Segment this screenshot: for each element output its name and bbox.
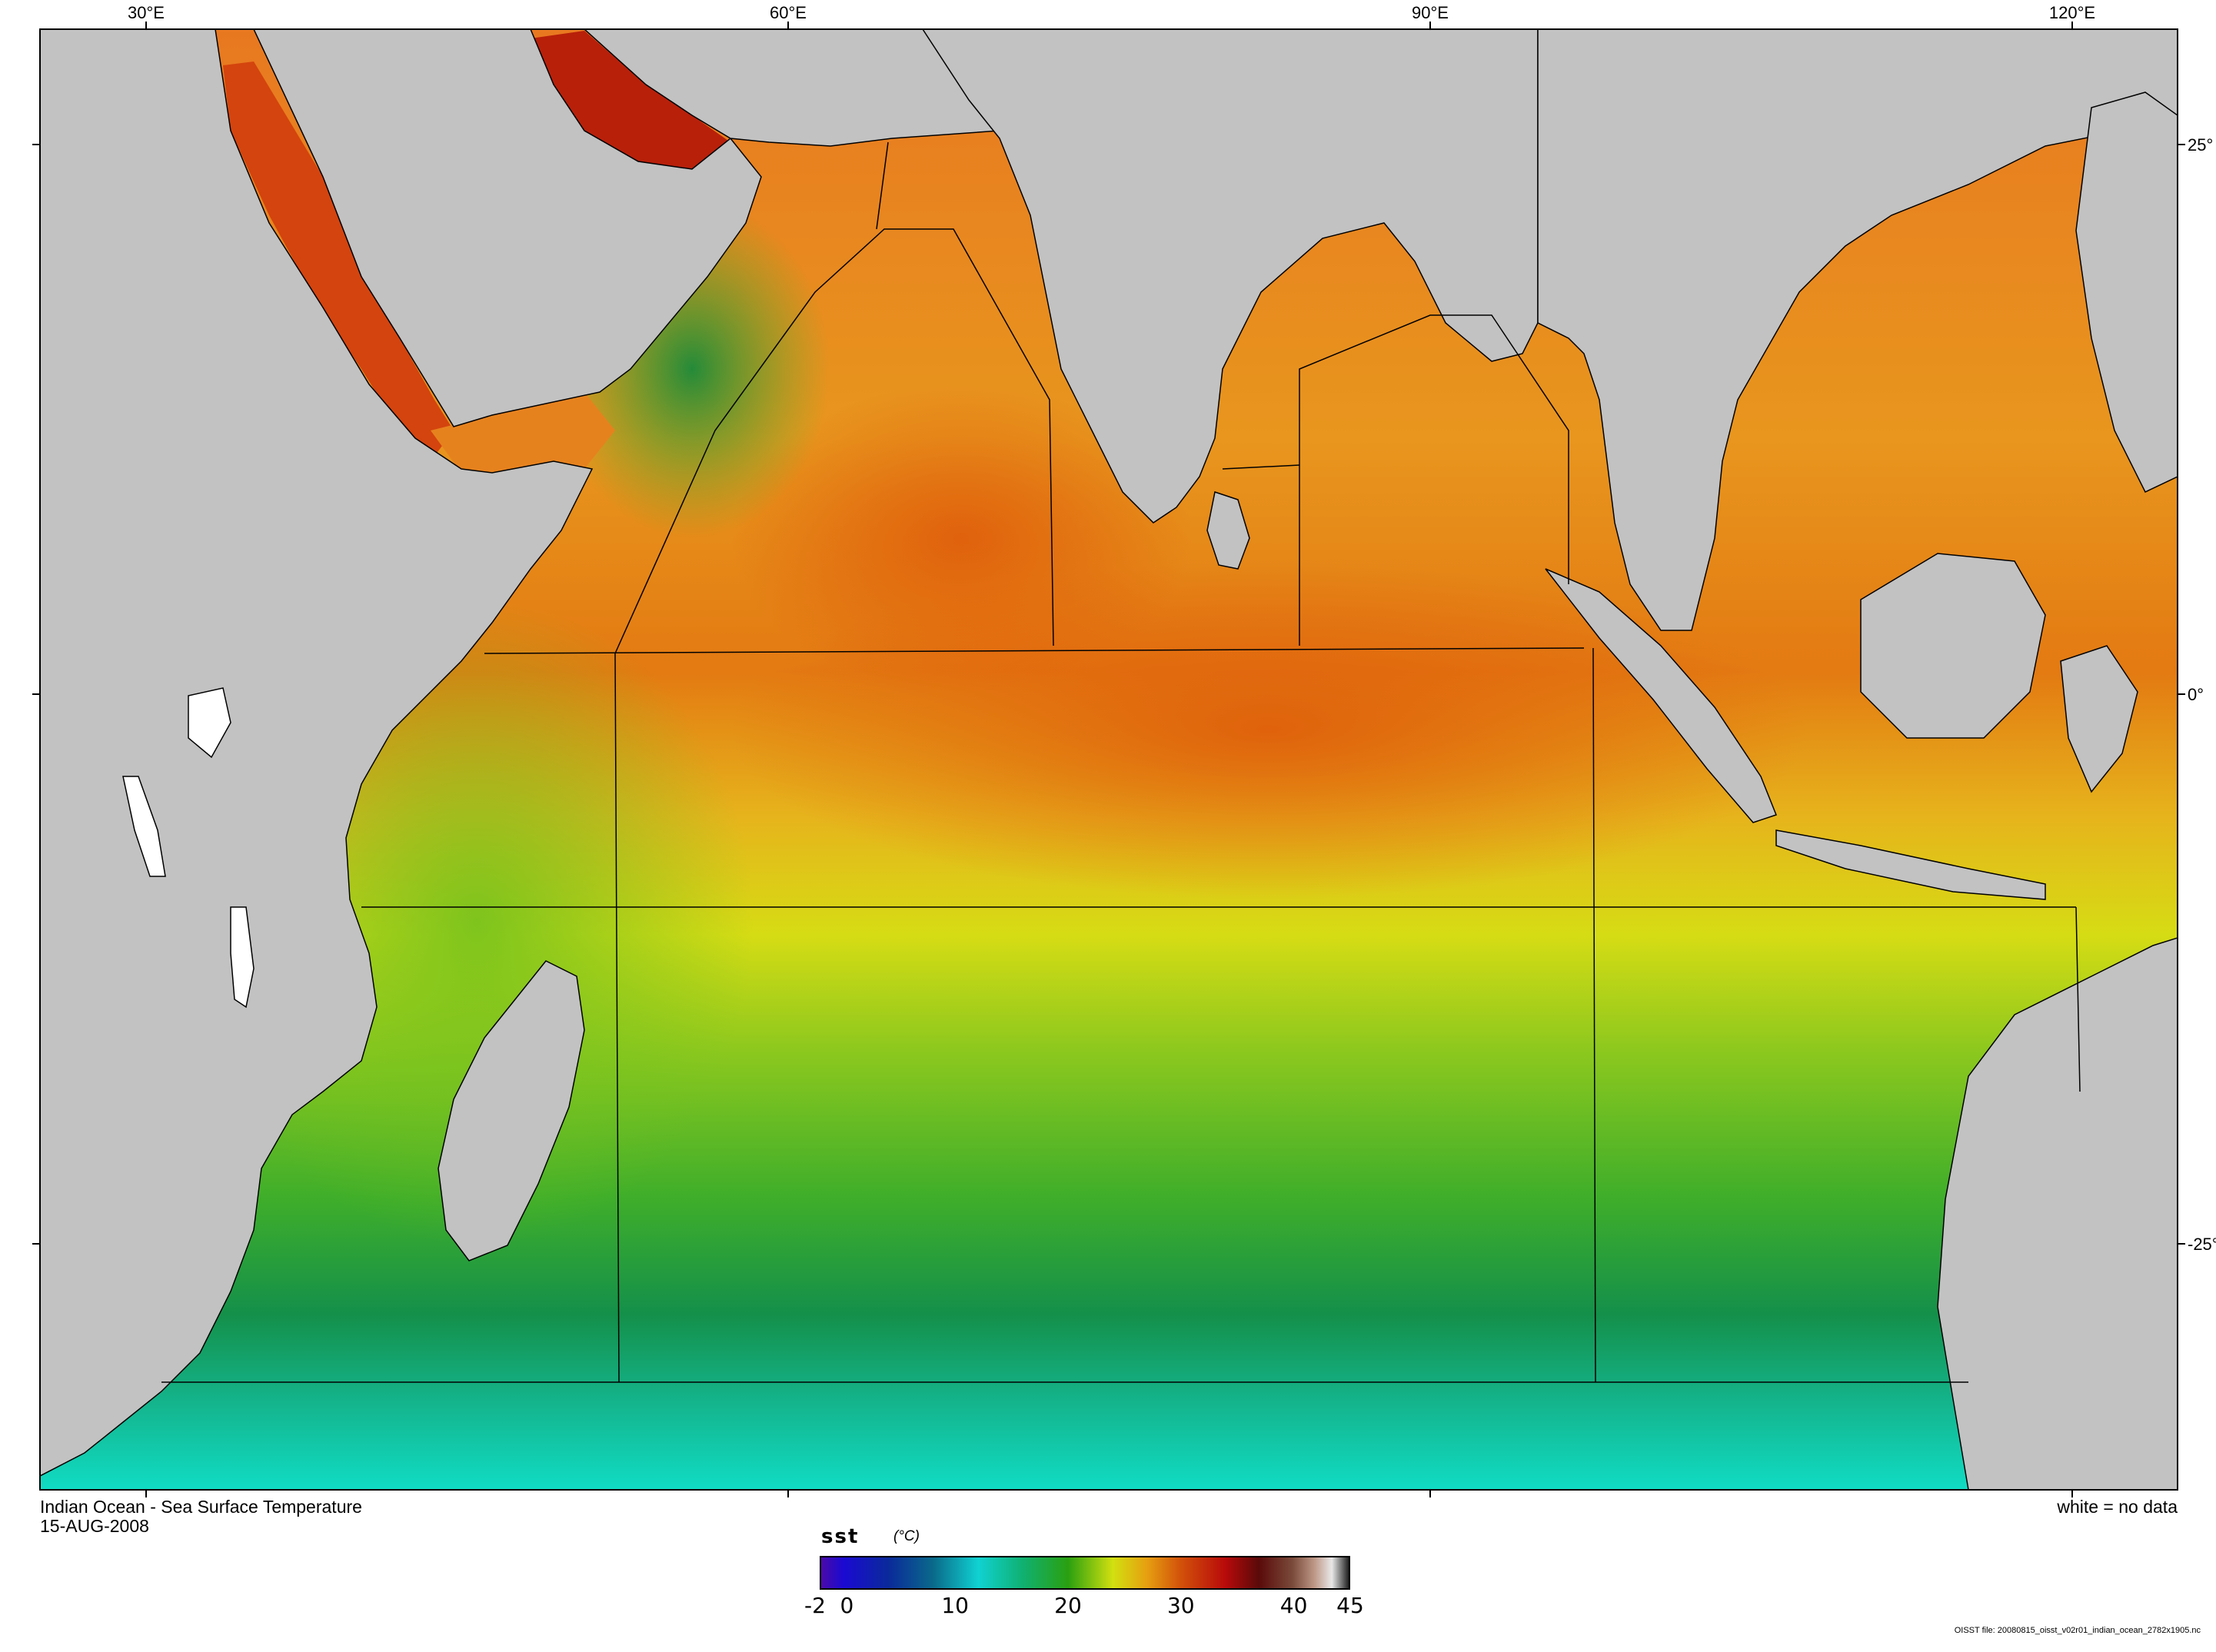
australia-land (1937, 937, 2178, 1490)
colorbar-tick-label: 0 (840, 1593, 854, 1618)
india-land (922, 29, 1539, 524)
borneo-land (1860, 553, 2046, 739)
lon-label-90e: 90°E (1412, 3, 1449, 22)
map-frame (39, 28, 2178, 1491)
lat-label-25n: 25° (2188, 135, 2213, 155)
lat-label-25s: -25° (2188, 1235, 2216, 1254)
madagascar-land (438, 960, 585, 1261)
colorbar-tick-label: 20 (1054, 1593, 1082, 1618)
lake-malawi-no-data (230, 906, 255, 1009)
lake-tanganyika-no-data (122, 776, 166, 877)
lat-label-0: 0° (2188, 685, 2204, 704)
colorbar-unit: (°C) (893, 1528, 920, 1544)
lon-label-120e: 120°E (2049, 3, 2095, 22)
map-title: Indian Ocean - Sea Surface Temperature (40, 1497, 362, 1517)
no-data-legend: white = no data (2057, 1497, 2178, 1517)
colorbar-tick-label: 10 (941, 1593, 969, 1618)
sumatra-land (1545, 568, 1777, 823)
philippines-land (2075, 91, 2178, 493)
lat-ticks (32, 144, 2185, 1245)
southeast-asia-land (1537, 29, 2178, 631)
sulawesi-land (2060, 645, 2138, 793)
source-file-note: OISST file: 20080815_oisst_v02r01_indian… (1954, 1626, 2201, 1635)
colorbar-tick-label: 40 (1279, 1593, 1308, 1618)
colorbar-variable: sst (821, 1525, 860, 1548)
java-land (1775, 829, 2046, 900)
colorbar-tick-label: 30 (1166, 1593, 1195, 1618)
map-date: 15-AUG-2008 (40, 1516, 149, 1536)
colorbar-tick-label: -2 (804, 1593, 826, 1618)
lon-label-30e: 30°E (128, 3, 165, 22)
lon-ticks (145, 22, 2073, 1497)
arabia-land (253, 29, 762, 427)
persian-gulf (531, 31, 730, 169)
map-title-block: Indian Ocean - Sea Surface Temperature 1… (40, 1497, 362, 1536)
lon-label-60e: 60°E (770, 3, 807, 22)
africa-land (40, 29, 594, 1477)
red-sea (223, 61, 454, 461)
colorbar-tick-label: 45 (1336, 1593, 1364, 1618)
gulf-of-aden (431, 392, 615, 473)
lake-victoria-no-data (188, 687, 231, 759)
arabian-sea-warm-area (730, 384, 1192, 692)
colorbar (820, 1556, 1350, 1590)
subregion-boundaries (161, 141, 2081, 1383)
sri-lanka-land (1206, 491, 1250, 570)
